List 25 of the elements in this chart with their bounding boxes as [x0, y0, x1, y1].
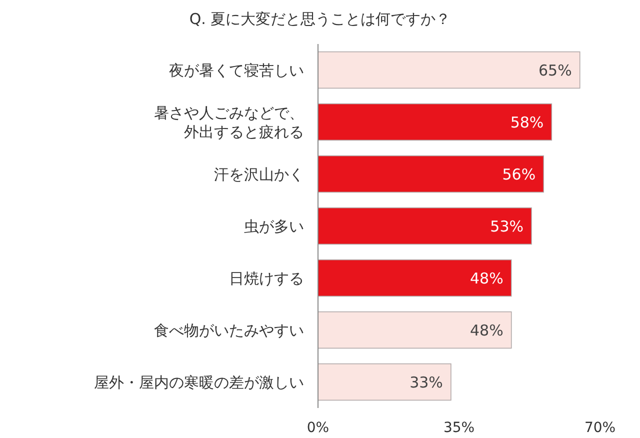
- y-tick-label: 日焼けする: [229, 269, 304, 288]
- bar: [318, 155, 544, 193]
- x-tick-label: 0%: [306, 420, 330, 436]
- bar: [318, 311, 512, 349]
- y-tick-label: 屋外・屋内の寒暖の差が激しい: [94, 373, 304, 392]
- data-label: 33%: [410, 373, 443, 392]
- y-tick-label: 虫が多い: [244, 217, 304, 236]
- bar: [318, 363, 452, 401]
- data-label: 65%: [538, 61, 572, 80]
- y-tick-label: 夜が暑くて寝苦しい: [169, 61, 304, 80]
- bar: [318, 259, 512, 297]
- y-tick-label: 汗を沢山かく: [214, 165, 304, 184]
- data-label: 58%: [510, 113, 544, 132]
- data-label: 53%: [490, 217, 524, 236]
- bar: [318, 103, 552, 141]
- chart-title: Q. 夏に大変だと思うことは何ですか？: [189, 10, 451, 28]
- x-tick-label: 35%: [443, 420, 475, 436]
- x-tick-label: 70%: [584, 420, 616, 436]
- y-tick-label: 暑さや人ごみなどで、外出すると疲れる: [154, 104, 304, 141]
- data-label: 48%: [470, 321, 504, 340]
- data-label: 56%: [502, 165, 536, 184]
- data-label: 48%: [470, 269, 504, 288]
- y-tick-label: 食べ物がいたみやすい: [154, 321, 304, 340]
- bar: [318, 207, 532, 245]
- bar: [318, 51, 580, 89]
